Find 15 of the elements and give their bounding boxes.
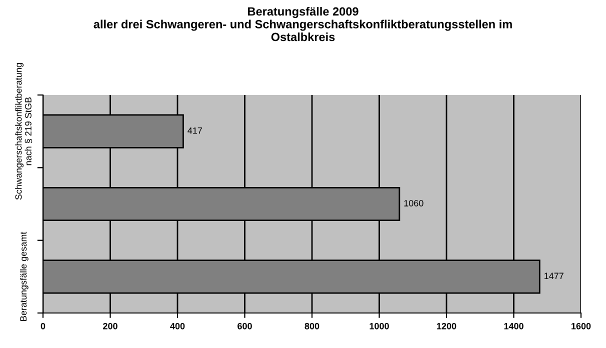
chart-title: Beratungsfälle 2009 aller drei Schwangeren- und Schwangerschaftskonfliktberatungsstellen im Ostalbkreis [94,6,512,42]
x-tick-label: 1600 [572,322,591,330]
x-tick-label: 1000 [370,322,389,330]
data-label: 417 [188,127,202,134]
data-label: 1060 [404,200,424,206]
x-tick-label: 200 [103,322,118,330]
y-tick-label: Beratungsfälle gesamt [20,232,28,321]
x-tick-label: 0 [40,322,46,330]
x-tick-label: 800 [304,322,320,330]
x-tick-label: 600 [238,322,252,330]
data-label: 1477 [544,272,564,279]
y-tick-label: Schwangerschaftskonfliktberatung nach § 219 StGB [15,63,32,200]
x-tick-label: 1200 [437,322,456,330]
x-tick-label: 400 [170,322,185,330]
x-tick-label: 1400 [504,322,524,330]
